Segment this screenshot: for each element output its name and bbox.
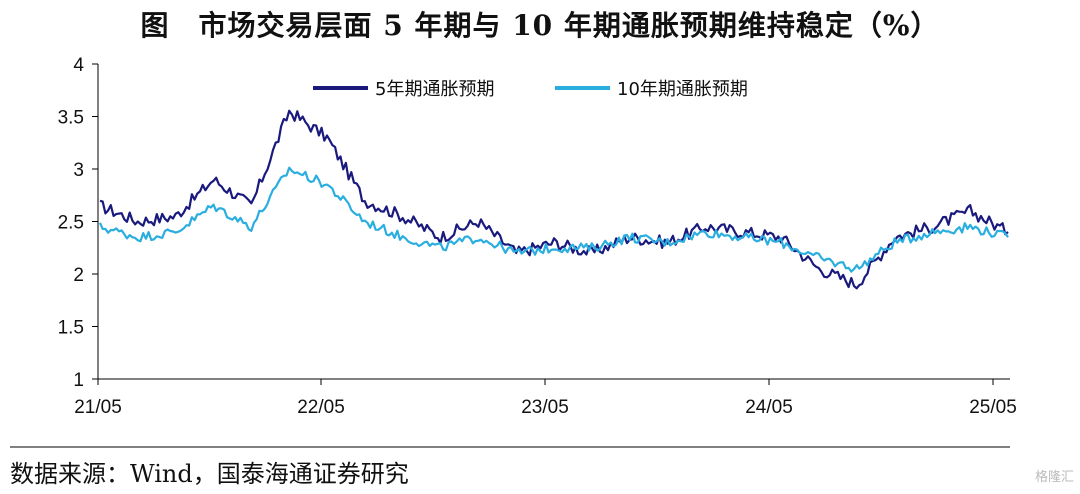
y-tick-label: 3.5 xyxy=(58,108,84,129)
x-tick-label: 25/05 xyxy=(969,397,1017,418)
y-tick-label: 1.5 xyxy=(58,318,84,339)
plot-area xyxy=(98,109,1009,290)
chart-title: 图 市场交易层面 5 年期与 10 年期通胀预期维持稳定（%） xyxy=(140,9,940,42)
legend-label: 5年期通胀预期 xyxy=(375,79,494,100)
series-line-5y xyxy=(99,109,1009,290)
x-tick-label: 24/05 xyxy=(745,397,793,418)
y-tick-label: 1 xyxy=(73,370,84,391)
y-tick-label: 4 xyxy=(73,55,84,76)
chart-axes: 1 1.5 2 2.5 3 3.5 4 21/05 22/05 23/05 24/05 25/05 xyxy=(58,55,1017,418)
legend: 5年期通胀预期 10年期通胀预期 xyxy=(313,79,748,100)
x-tick-label: 21/05 xyxy=(74,397,122,418)
y-tick-label: 2 xyxy=(73,265,84,286)
legend-label: 10年期通胀预期 xyxy=(617,79,748,100)
source-note: 数据来源：Wind，国泰海通证券研究 xyxy=(10,460,409,488)
x-tick-label: 23/05 xyxy=(521,397,569,418)
x-tick-label: 22/05 xyxy=(297,397,345,418)
series-line-10y xyxy=(98,166,1009,273)
watermark-logo: 格隆汇 xyxy=(1034,470,1074,485)
y-tick-label: 3 xyxy=(73,160,84,181)
y-tick-label: 2.5 xyxy=(58,213,84,234)
